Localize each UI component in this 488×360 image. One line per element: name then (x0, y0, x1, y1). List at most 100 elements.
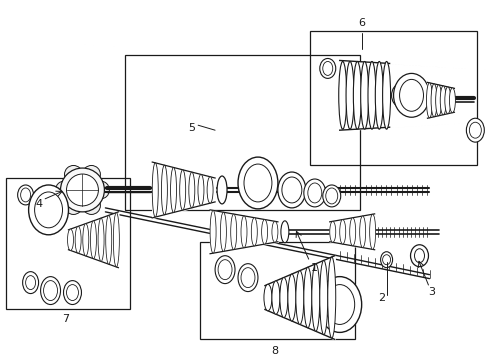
Ellipse shape (317, 276, 361, 332)
Ellipse shape (410, 245, 427, 267)
Ellipse shape (244, 164, 271, 202)
Ellipse shape (179, 170, 185, 210)
Ellipse shape (448, 88, 454, 113)
Ellipse shape (303, 179, 325, 207)
Ellipse shape (279, 278, 287, 318)
Bar (309, 31, 476, 165)
Ellipse shape (18, 185, 34, 205)
Ellipse shape (307, 183, 321, 203)
Ellipse shape (20, 188, 31, 202)
Ellipse shape (426, 83, 431, 118)
Ellipse shape (238, 157, 277, 209)
Ellipse shape (280, 221, 288, 243)
Ellipse shape (394, 87, 404, 103)
Ellipse shape (367, 62, 375, 129)
Ellipse shape (22, 272, 39, 293)
Ellipse shape (271, 221, 277, 242)
Ellipse shape (241, 216, 246, 248)
Ellipse shape (113, 213, 119, 267)
Ellipse shape (170, 167, 176, 212)
Ellipse shape (198, 175, 203, 206)
Ellipse shape (271, 281, 279, 314)
Ellipse shape (287, 274, 295, 321)
Ellipse shape (161, 165, 167, 215)
Ellipse shape (188, 172, 194, 208)
Ellipse shape (399, 80, 423, 111)
Ellipse shape (338, 62, 346, 129)
Ellipse shape (90, 221, 96, 259)
Ellipse shape (369, 214, 375, 249)
Ellipse shape (322, 62, 332, 75)
Ellipse shape (327, 257, 335, 338)
Ellipse shape (152, 163, 158, 217)
Ellipse shape (325, 188, 337, 204)
Ellipse shape (64, 166, 82, 183)
Ellipse shape (374, 62, 383, 129)
Ellipse shape (238, 264, 258, 292)
Bar (200, 242, 354, 339)
Ellipse shape (303, 267, 311, 328)
Ellipse shape (339, 220, 345, 244)
Text: 1: 1 (311, 263, 318, 273)
Ellipse shape (324, 285, 354, 324)
Ellipse shape (64, 197, 82, 215)
Ellipse shape (468, 122, 480, 138)
Ellipse shape (91, 181, 109, 199)
Ellipse shape (435, 85, 441, 116)
Ellipse shape (414, 249, 424, 263)
Text: 7: 7 (62, 314, 69, 324)
Ellipse shape (56, 181, 73, 199)
Text: 3: 3 (427, 287, 434, 297)
Ellipse shape (82, 166, 100, 183)
Ellipse shape (98, 218, 104, 261)
Ellipse shape (382, 255, 390, 265)
Text: 5: 5 (188, 123, 195, 133)
Ellipse shape (67, 229, 73, 251)
Ellipse shape (82, 224, 89, 256)
Ellipse shape (230, 214, 236, 249)
Ellipse shape (75, 226, 81, 253)
Ellipse shape (319, 58, 335, 78)
Ellipse shape (105, 215, 111, 264)
Ellipse shape (466, 118, 483, 142)
Ellipse shape (261, 220, 267, 244)
Ellipse shape (264, 284, 271, 311)
Ellipse shape (215, 256, 235, 284)
Ellipse shape (66, 285, 78, 301)
Ellipse shape (277, 172, 305, 208)
Ellipse shape (251, 218, 257, 246)
Ellipse shape (311, 264, 319, 331)
Ellipse shape (295, 271, 303, 324)
Ellipse shape (35, 192, 62, 228)
Ellipse shape (281, 177, 301, 203)
Ellipse shape (218, 260, 232, 280)
Ellipse shape (353, 62, 361, 129)
Ellipse shape (220, 212, 226, 251)
Text: 8: 8 (271, 346, 278, 356)
Bar (6, 178, 130, 310)
Ellipse shape (66, 174, 98, 206)
Text: 4: 4 (35, 199, 42, 209)
Ellipse shape (241, 268, 254, 288)
Ellipse shape (329, 221, 335, 242)
Ellipse shape (393, 73, 428, 117)
Text: 2: 2 (377, 293, 385, 302)
Ellipse shape (430, 84, 436, 117)
Ellipse shape (63, 280, 81, 305)
Ellipse shape (391, 84, 407, 106)
Ellipse shape (61, 168, 104, 212)
Bar (125, 55, 359, 210)
Ellipse shape (322, 185, 340, 207)
Ellipse shape (29, 185, 68, 235)
Ellipse shape (25, 276, 36, 289)
Ellipse shape (210, 210, 216, 253)
Ellipse shape (382, 62, 390, 129)
Ellipse shape (41, 276, 61, 305)
Ellipse shape (217, 176, 226, 204)
Ellipse shape (444, 87, 450, 114)
Ellipse shape (359, 216, 365, 248)
Ellipse shape (380, 252, 392, 268)
Ellipse shape (207, 177, 213, 203)
Ellipse shape (82, 197, 100, 215)
Ellipse shape (346, 62, 353, 129)
